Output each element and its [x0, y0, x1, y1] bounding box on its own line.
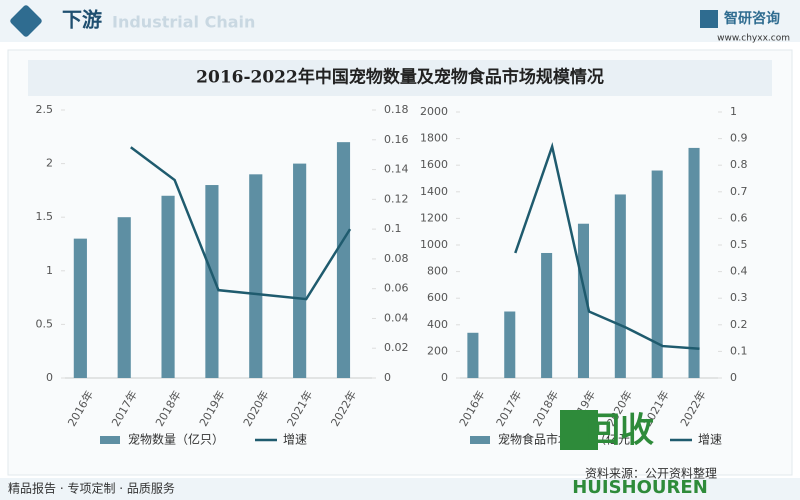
bar — [161, 195, 175, 378]
overlay-text: HUISHOUREN — [572, 477, 708, 498]
bar — [651, 170, 663, 378]
brand: 智研咨询 — [723, 10, 780, 27]
y-tick-label: 1400 — [420, 185, 448, 198]
footer-left: 精品报告 · 专项定制 · 品质服务 — [8, 481, 175, 496]
bar — [117, 217, 131, 378]
y-tick-label: 600 — [427, 291, 448, 304]
y-tick-label: 1200 — [420, 211, 448, 224]
y-tick-label: 1600 — [420, 158, 448, 171]
y2-tick-label: 0.08 — [384, 252, 409, 265]
y2-tick-label: 0.3 — [730, 291, 748, 304]
y-tick-label: 200 — [427, 344, 448, 357]
y2-tick-label: 0.04 — [384, 311, 409, 324]
bar — [293, 163, 307, 378]
bar — [614, 194, 626, 378]
charts: 00.511.522.500.020.040.060.080.10.120.14… — [36, 103, 748, 447]
legend-label: 增速 — [283, 433, 307, 447]
title-band — [28, 60, 772, 96]
y-tick-label: 2 — [46, 157, 53, 170]
y2-tick-label: 0 — [730, 371, 737, 384]
y2-tick-label: 0.12 — [384, 192, 409, 205]
overlay-mark: 回收 — [586, 411, 654, 451]
y2-tick-label: 0.06 — [384, 282, 409, 295]
y-tick-label: 0.5 — [36, 317, 54, 330]
bar — [249, 174, 263, 378]
footer-band — [0, 478, 800, 500]
y-tick-label: 1 — [46, 264, 53, 277]
legend-label: 宠物数量（亿只） — [128, 432, 224, 447]
y2-tick-label: 0 — [384, 371, 391, 384]
y-tick-label: 2000 — [420, 105, 448, 118]
y2-tick-label: 0.1 — [384, 222, 402, 235]
y2-tick-label: 0.4 — [730, 265, 748, 278]
y-tick-label: 800 — [427, 265, 448, 278]
chart-title: 2016-2022年中国宠物数量及宠物食品市场规模情况 — [196, 67, 604, 88]
y2-tick-label: 0.1 — [730, 344, 748, 357]
y2-tick-label: 0.14 — [384, 163, 409, 176]
y-tick-label: 2.5 — [36, 103, 54, 116]
legend-swatch — [470, 436, 490, 444]
bar — [504, 311, 516, 378]
y-tick-label: 1000 — [420, 238, 448, 251]
bar — [73, 238, 87, 378]
y-tick-label: 1.5 — [36, 210, 54, 223]
y-tick-label: 0 — [441, 371, 448, 384]
y2-tick-label: 0.9 — [730, 132, 748, 145]
y2-tick-label: 0.6 — [730, 211, 748, 224]
y-tick-label: 0 — [46, 371, 53, 384]
line — [514, 142, 700, 350]
y2-tick-label: 0.02 — [384, 341, 409, 354]
bar — [336, 142, 351, 378]
bar — [577, 223, 589, 378]
y2-tick-label: 0.5 — [730, 238, 748, 251]
legend-swatch — [100, 436, 120, 444]
line — [130, 146, 352, 301]
section-title: 下游 — [62, 8, 102, 32]
overlay-box — [560, 410, 598, 450]
bar — [688, 147, 700, 378]
y2-tick-label: 1 — [730, 105, 737, 118]
bar — [467, 332, 479, 378]
y-tick-label: 1800 — [420, 132, 448, 145]
brand-logo — [700, 10, 718, 28]
bar — [541, 252, 553, 378]
y2-tick-label: 0.16 — [384, 133, 409, 146]
header-watermark: Industrial Chain — [112, 13, 255, 32]
y2-tick-label: 0.18 — [384, 103, 409, 116]
y2-tick-label: 0.7 — [730, 185, 748, 198]
legend-label: 增速 — [698, 433, 722, 447]
header-band — [0, 0, 800, 42]
y-tick-label: 400 — [427, 318, 448, 331]
header-icon — [10, 5, 42, 37]
y2-tick-label: 0.2 — [730, 318, 748, 331]
bar — [205, 185, 219, 378]
site: www.chyxx.com — [717, 34, 790, 44]
source: 资料来源：公开资料整理 — [585, 466, 717, 481]
y2-tick-label: 0.8 — [730, 158, 748, 171]
